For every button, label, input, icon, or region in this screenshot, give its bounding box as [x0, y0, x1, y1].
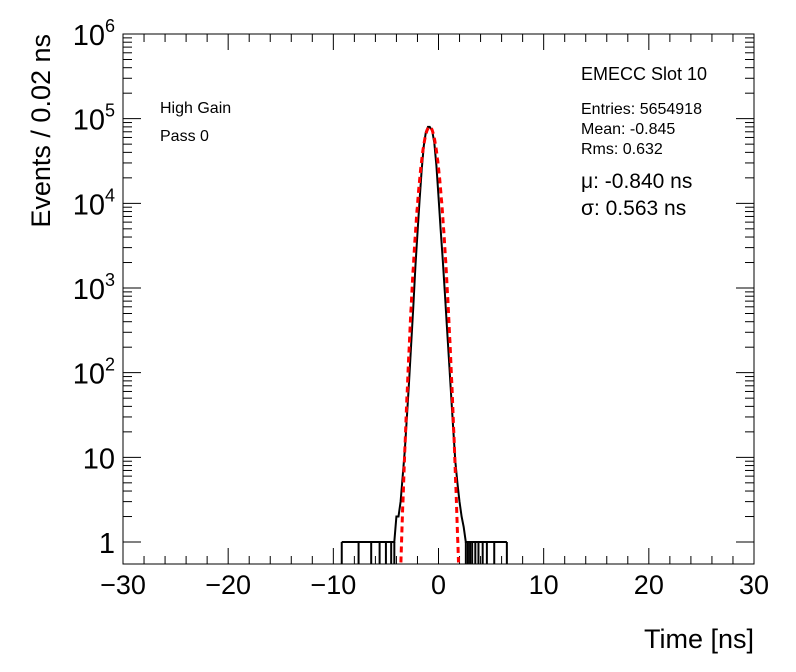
- fit-mu: μ: -0.840 ns: [581, 170, 692, 193]
- fit-sigma: σ: 0.563 ns: [581, 197, 686, 220]
- label-high-gain: High Gain: [160, 100, 231, 117]
- histogram-line: [341, 125, 507, 543]
- x-tick-label: 10: [529, 570, 559, 600]
- x-axis-title: Time [ns]: [644, 624, 754, 654]
- y-tick-label: 102: [73, 355, 115, 391]
- stats-mean: Mean: -0.845: [581, 121, 675, 138]
- x-tick-label: −20: [205, 570, 251, 600]
- y-tick-label: 104: [73, 185, 115, 221]
- y-tick-label: 105: [73, 101, 115, 137]
- data-histogram: [340, 125, 508, 564]
- label-pass: Pass 0: [160, 128, 209, 145]
- y-axis-title: Events / 0.02 ns: [26, 34, 56, 228]
- stats-rms: Rms: 0.632: [581, 141, 663, 158]
- y-tick-label: 10: [83, 443, 115, 475]
- x-tick-label: −30: [100, 570, 146, 600]
- x-tick-label: 30: [739, 570, 769, 600]
- x-tick-label: 20: [634, 570, 664, 600]
- x-tick-label: −10: [310, 570, 356, 600]
- x-axis: −30 −20 −10 0 10 20 30: [100, 34, 769, 600]
- gaussian-fit-curve: [399, 125, 460, 563]
- stats-title: EMECC Slot 10: [581, 64, 707, 84]
- y-tick-label: 106: [73, 16, 115, 52]
- stats-entries: Entries: 5654918: [581, 101, 702, 118]
- fit-curve: [399, 125, 460, 563]
- x-tick-label: 0: [431, 570, 446, 600]
- y-tick-label: 1: [99, 528, 115, 560]
- y-tick-label: 103: [73, 270, 115, 306]
